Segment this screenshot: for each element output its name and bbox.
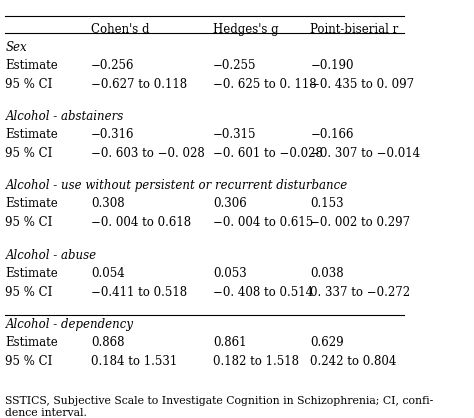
Text: 0.306: 0.306 (213, 197, 246, 210)
Text: Estimate: Estimate (6, 336, 58, 349)
Text: 0.308: 0.308 (91, 197, 125, 210)
Text: 0.182 to 1.518: 0.182 to 1.518 (213, 355, 299, 368)
Text: 0.038: 0.038 (310, 267, 344, 280)
Text: 95 % CI: 95 % CI (6, 285, 53, 299)
Text: −0.255: −0.255 (213, 59, 256, 72)
Text: Estimate: Estimate (6, 197, 58, 210)
Text: 0.868: 0.868 (91, 336, 124, 349)
Text: −0. 307 to −0.014: −0. 307 to −0.014 (310, 147, 420, 160)
Text: Point-biserial r: Point-biserial r (310, 23, 399, 36)
Text: −0.627 to 0.118: −0.627 to 0.118 (91, 78, 187, 91)
Text: 0.861: 0.861 (213, 336, 246, 349)
Text: −0. 435 to 0. 097: −0. 435 to 0. 097 (310, 78, 415, 91)
Text: 95 % CI: 95 % CI (6, 355, 53, 368)
Text: Cohen's d: Cohen's d (91, 23, 149, 36)
Text: −0. 408 to 0.514: −0. 408 to 0.514 (213, 285, 313, 299)
Text: 0.053: 0.053 (213, 267, 246, 280)
Text: 95 % CI: 95 % CI (6, 147, 53, 160)
Text: 0.184 to 1.531: 0.184 to 1.531 (91, 355, 177, 368)
Text: 0. 337 to −0.272: 0. 337 to −0.272 (310, 285, 410, 299)
Text: Alcohol - abuse: Alcohol - abuse (6, 249, 97, 262)
Text: −0. 625 to 0. 118: −0. 625 to 0. 118 (213, 78, 317, 91)
Text: −0.256: −0.256 (91, 59, 134, 72)
Text: Alcohol - use without persistent or recurrent disturbance: Alcohol - use without persistent or recu… (6, 179, 348, 192)
Text: −0. 004 to 0.615: −0. 004 to 0.615 (213, 217, 313, 229)
Text: Estimate: Estimate (6, 267, 58, 280)
Text: −0.316: −0.316 (91, 128, 134, 141)
Text: −0. 603 to −0. 028: −0. 603 to −0. 028 (91, 147, 205, 160)
Text: SSTICS, Subjective Scale to Investigate Cognition in Schizophrenia; CI, confi-
d: SSTICS, Subjective Scale to Investigate … (6, 396, 434, 418)
Text: 0.629: 0.629 (310, 336, 344, 349)
Text: Estimate: Estimate (6, 59, 58, 72)
Text: 95 % CI: 95 % CI (6, 217, 53, 229)
Text: −0.166: −0.166 (310, 128, 354, 141)
Text: Alcohol - dependency: Alcohol - dependency (6, 318, 134, 331)
Text: −0.411 to 0.518: −0.411 to 0.518 (91, 285, 187, 299)
Text: 0.242 to 0.804: 0.242 to 0.804 (310, 355, 397, 368)
Text: −0. 002 to 0.297: −0. 002 to 0.297 (310, 217, 410, 229)
Text: Hedges's g: Hedges's g (213, 23, 278, 36)
Text: 0.153: 0.153 (310, 197, 344, 210)
Text: −0. 601 to −0.028: −0. 601 to −0.028 (213, 147, 323, 160)
Text: −0.190: −0.190 (310, 59, 354, 72)
Text: Alcohol - abstainers: Alcohol - abstainers (6, 110, 124, 123)
Text: 95 % CI: 95 % CI (6, 78, 53, 91)
Text: Estimate: Estimate (6, 128, 58, 141)
Text: Sex: Sex (6, 41, 27, 54)
Text: 0.054: 0.054 (91, 267, 125, 280)
Text: −0. 004 to 0.618: −0. 004 to 0.618 (91, 217, 191, 229)
Text: −0.315: −0.315 (213, 128, 256, 141)
